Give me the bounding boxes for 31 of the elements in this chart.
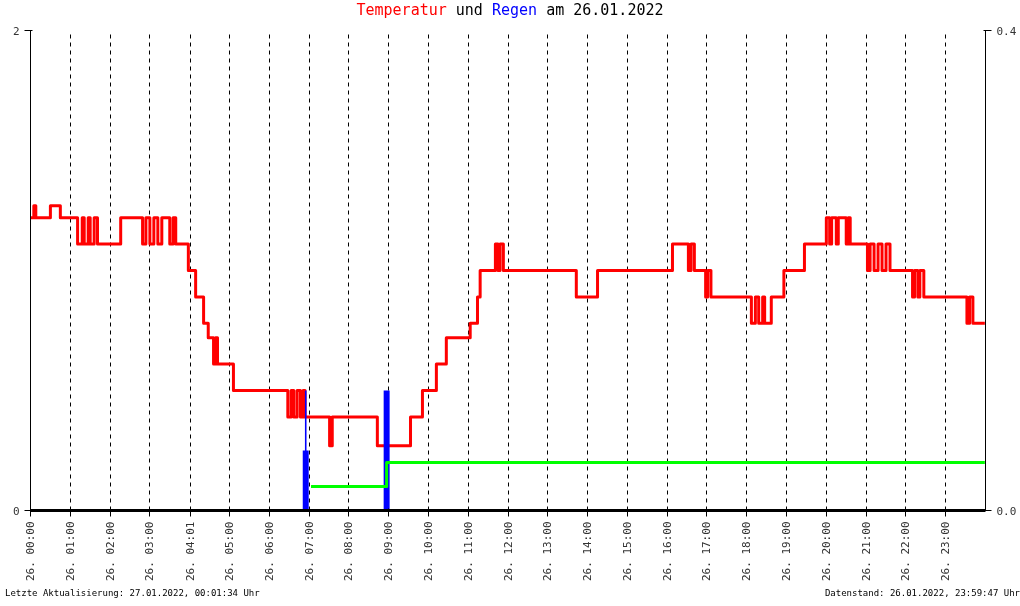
x-tick-label: 26. 23:00: [939, 521, 953, 582]
x-tick-label: 26. 18:00: [740, 521, 754, 582]
text: Datenstand: 26.01.2022, 23:59:47 Uhr: [823, 587, 1020, 600]
x-tick-label: 26. 05:00: [222, 521, 236, 582]
x-tick-label: 26. 06:00: [262, 521, 276, 582]
x-tick-label: 26. 07:00: [302, 521, 316, 582]
x-tick-label: 26. 13:00: [541, 521, 555, 582]
x-tick-label: 26. 03:00: [143, 521, 157, 582]
chart-title: Temperatur und Regen am 26.01.2022: [356, 1, 664, 19]
x-tick-label: 26. 10:00: [421, 521, 435, 582]
x-tick-label: 26. 09:00: [382, 521, 396, 582]
text: Letzte Aktualisierung: 27.01.2022, 00:01:34 Uhr: [5, 587, 261, 600]
x-tick-label: 26. 16:00: [660, 521, 674, 582]
x-tick-label: 26. 19:00: [780, 521, 794, 582]
x-tick-label: 26. 00:00: [24, 521, 37, 582]
x-tick-label: 26. 21:00: [859, 521, 873, 582]
x-tick-label: 26. 15:00: [620, 521, 634, 582]
x-tick-label: 26. 02:00: [103, 521, 117, 582]
x-tick-label: 26. 14:00: [581, 521, 595, 582]
x-tick-label: 26. 12:00: [501, 521, 515, 582]
y2-tick-label: 0.0: [996, 504, 1017, 518]
x-tick-label: 26. 11:00: [461, 521, 475, 582]
y2-tick-label: 0.4: [996, 24, 1017, 38]
y-tick-label: 0: [12, 504, 20, 518]
x-tick-label: 26. 04:01: [183, 521, 197, 582]
x-tick-label: 26. 17:00: [700, 521, 714, 582]
x-tick-label: 26. 22:00: [899, 521, 913, 582]
x-tick-label: 26. 20:00: [819, 521, 833, 582]
x-tick-label: 26. 01:00: [63, 521, 77, 582]
x-tick-label: 26. 08:00: [342, 521, 356, 582]
y-tick-label: 2: [12, 24, 20, 38]
